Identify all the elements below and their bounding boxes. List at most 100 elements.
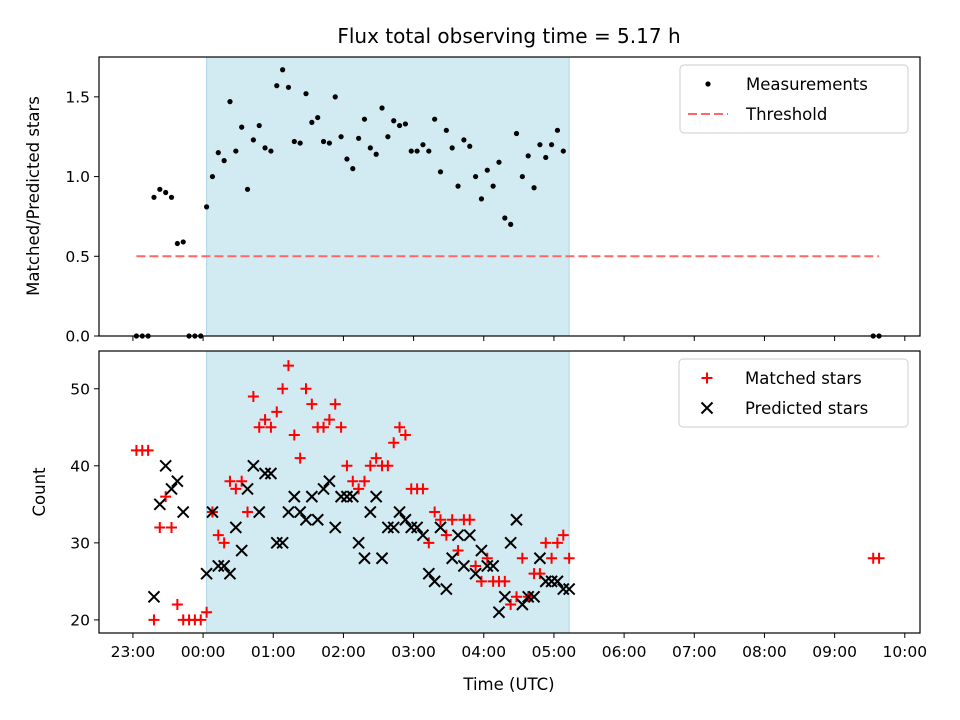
measurement-point <box>221 158 227 164</box>
measurement-point <box>467 143 473 149</box>
measurement-point <box>297 140 303 146</box>
matched-star-point <box>224 475 236 487</box>
matched-star-point <box>470 560 482 572</box>
matched-star-point <box>534 568 546 580</box>
legend-marker-measurements <box>705 81 711 87</box>
measurement-point <box>472 173 479 180</box>
matched-star-point <box>265 421 277 433</box>
matched-star-point <box>511 591 523 603</box>
matched-star-point <box>259 414 271 426</box>
predicted-star-point <box>317 482 330 496</box>
measurement-point <box>502 215 508 221</box>
measurement-point <box>443 127 449 133</box>
measurement-point <box>163 189 169 196</box>
measurement-point <box>385 134 391 140</box>
predicted-star-point <box>551 575 564 588</box>
measurement-point <box>250 137 256 143</box>
measurement-point <box>180 239 186 245</box>
measurement-point <box>338 134 344 140</box>
x-tick-label: 08:00 <box>742 643 787 661</box>
predicted-star-point <box>469 567 482 580</box>
series-predicted-stars <box>147 459 576 619</box>
predicted-star-point <box>463 528 476 542</box>
predicted-star-point <box>375 552 389 565</box>
predicted-star-point <box>486 559 500 573</box>
legend-box <box>678 358 909 428</box>
predicted-star-point <box>346 490 359 503</box>
legend-box <box>679 64 909 134</box>
matched-star-point <box>300 383 312 395</box>
measurement-point <box>151 194 157 200</box>
legend-label: Matched stars <box>745 369 862 388</box>
measurement-point <box>361 116 368 122</box>
matched-star-point <box>253 421 265 433</box>
predicted-star-point <box>276 536 289 550</box>
matched-star-point <box>171 598 183 610</box>
matched-star-point <box>271 406 283 418</box>
measurement-point <box>320 138 327 145</box>
legend-label: Measurements <box>746 75 868 94</box>
matched-star-point <box>434 514 446 526</box>
measurement-point <box>408 148 414 154</box>
predicted-star-point <box>340 490 354 503</box>
predicted-star-point <box>381 521 395 534</box>
predicted-star-point <box>539 575 552 588</box>
matched-star-point <box>464 514 476 526</box>
predicted-star-point <box>481 559 494 573</box>
predicted-star-point <box>516 598 529 611</box>
measurement-point <box>367 145 373 151</box>
measurement-point <box>174 240 180 247</box>
matched-star-point <box>429 506 441 518</box>
predicted-star-point <box>171 475 184 488</box>
measurement-point <box>432 116 438 122</box>
predicted-star-point <box>557 582 570 596</box>
measurement-point <box>519 173 525 180</box>
measurement-point <box>332 94 338 100</box>
measurement-point <box>426 148 432 154</box>
measurement-point <box>420 142 426 148</box>
matched-star-point <box>394 421 406 433</box>
predicted-star-point <box>399 513 412 526</box>
matched-star-point <box>154 521 166 533</box>
measurement-point <box>227 99 233 105</box>
predicted-star-point <box>153 498 167 511</box>
matched-star-point <box>166 521 178 533</box>
observing-window-shade <box>206 350 570 634</box>
predicted-star-point <box>159 459 172 473</box>
predicted-star-point <box>323 475 336 488</box>
matched-star-point <box>873 552 885 564</box>
legend: Measurements Threshold <box>679 64 909 134</box>
predicted-star-point <box>504 536 517 550</box>
predicted-star-point <box>498 590 512 603</box>
x-tick-label: 07:00 <box>672 643 717 661</box>
predicted-star-point <box>206 505 219 519</box>
measurement-point <box>168 194 175 200</box>
measurement-point <box>543 154 549 161</box>
y-tick-label: 1.0 <box>65 168 90 186</box>
matched-star-point <box>382 460 394 472</box>
predicted-star-point <box>247 459 260 473</box>
predicted-star-point <box>428 575 441 588</box>
measurement-point <box>268 148 274 154</box>
matched-star-point <box>230 483 242 495</box>
predicted-star-point <box>492 605 506 619</box>
matched-star-point <box>212 529 224 541</box>
matched-star-point <box>306 398 318 410</box>
legend-marker-predicted <box>700 401 714 415</box>
predicted-star-point <box>562 582 576 596</box>
matched-star-point <box>329 398 341 410</box>
matched-star-point <box>318 421 330 433</box>
measurement-point <box>449 145 455 151</box>
measurement-point <box>396 122 403 129</box>
predicted-star-point <box>475 544 488 557</box>
x-tick-label: 04:00 <box>461 643 506 661</box>
bottom-panel-count-plot: 20 30 40 50 23:00 00:00 01:00 02:00 03:00 04:00 05… <box>70 350 927 661</box>
matched-star-point <box>242 506 254 518</box>
measurement-point <box>549 142 555 148</box>
predicted-star-point <box>352 536 365 550</box>
matched-star-point <box>358 475 370 487</box>
predicted-star-point <box>293 505 307 519</box>
matched-star-point <box>236 475 248 487</box>
axes-frame <box>98 350 921 634</box>
matched-star-point <box>417 483 429 495</box>
